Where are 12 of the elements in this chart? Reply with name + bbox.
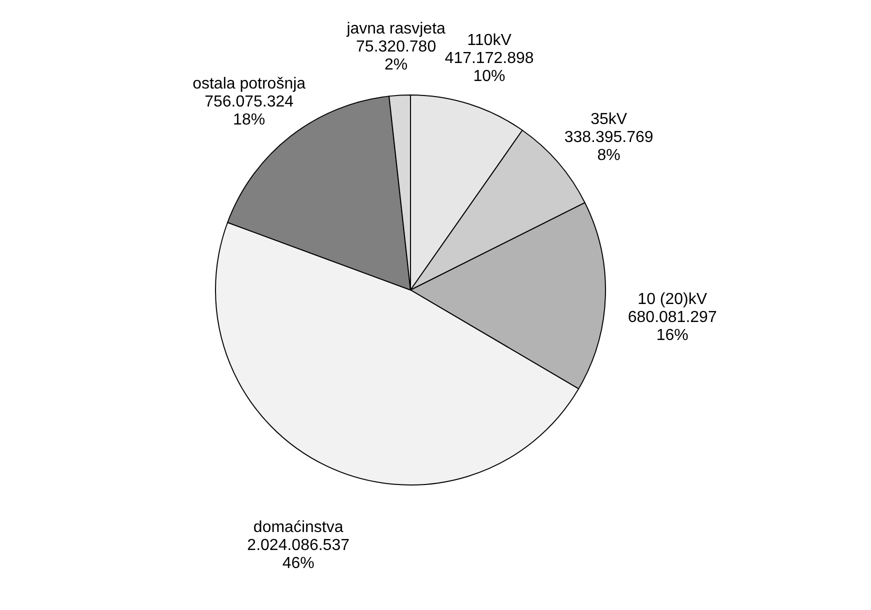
slice-label: 35kV [590, 110, 628, 128]
data-label: 417.172.898 10% [444, 50, 534, 86]
slice-label: 10 (20)kV [638, 290, 708, 308]
slice-label: 110kV [467, 32, 512, 50]
slice-label: domaćinstva [253, 518, 344, 536]
data-label: 75.320.780 2% [356, 38, 436, 74]
data-label: 756.075.324 18% [204, 94, 294, 129]
data-label: 680.081.297 16% [628, 308, 717, 344]
slice-label: ostala potrošnja [192, 76, 306, 93]
slice-label: javna rasvjeta [346, 20, 446, 38]
data-label: 338.395.769 8% [564, 128, 654, 164]
data-label: 2.024.086.537 46% [247, 536, 350, 572]
